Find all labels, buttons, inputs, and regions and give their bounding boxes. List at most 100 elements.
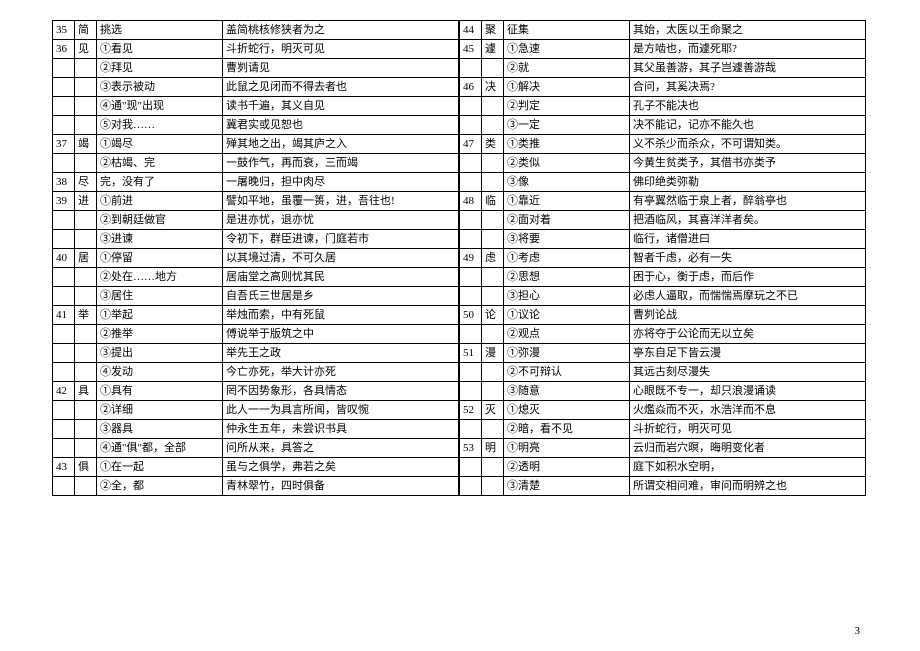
cell-definition: ②思想 — [504, 268, 630, 287]
cell-example: 是方啮也，而遽死耶? — [630, 40, 866, 59]
cell-definition: ③器具 — [97, 420, 223, 439]
cell-number: 52 — [460, 401, 482, 420]
table-row: ③居住自吾氏三世居是乡 — [53, 287, 459, 306]
cell-character — [75, 420, 97, 439]
cell-character — [75, 116, 97, 135]
cell-example: 其父虽善游，其子岂遽善游哉 — [630, 59, 866, 78]
cell-character — [75, 97, 97, 116]
cell-number — [460, 458, 482, 477]
cell-example: 孔子不能决也 — [630, 97, 866, 116]
cell-number: 46 — [460, 78, 482, 97]
cell-number — [460, 363, 482, 382]
cell-character — [75, 477, 97, 496]
table-row: 48临①靠近有亭翼然临于泉上者，醉翁亭也 — [460, 192, 866, 211]
cell-example: 令初下，群臣进谏，门庭若市 — [223, 230, 459, 249]
cell-number — [460, 97, 482, 116]
cell-number: 45 — [460, 40, 482, 59]
right-table: 44聚征集其始，太医以王命聚之45遽①急速是方啮也，而遽死耶?②就其父虽善游，其… — [459, 20, 866, 496]
table-row: 51漫①弥漫亭东自足下皆云漫 — [460, 344, 866, 363]
cell-definition: ③提出 — [97, 344, 223, 363]
cell-number: 37 — [53, 135, 75, 154]
cell-definition: ②枯竭、完 — [97, 154, 223, 173]
cell-definition: ①解决 — [504, 78, 630, 97]
cell-example: 必虑人逼取，而惴惴焉摩玩之不已 — [630, 287, 866, 306]
cell-example: 曹刿请见 — [223, 59, 459, 78]
cell-example: 仲永生五年，未尝识书具 — [223, 420, 459, 439]
table-row: ②面对着把酒临风，其喜洋洋者矣。 — [460, 211, 866, 230]
cell-character — [482, 477, 504, 496]
cell-example: 所谓交相问难，审问而明辨之也 — [630, 477, 866, 496]
cell-number — [53, 116, 75, 135]
table-row: ③器具仲永生五年，未尝识书具 — [53, 420, 459, 439]
cell-example: 曹刿论战 — [630, 306, 866, 325]
cell-character: 明 — [482, 439, 504, 458]
cell-definition: ③清楚 — [504, 477, 630, 496]
cell-number — [460, 287, 482, 306]
table-row: 35简挑选盖简桃核修狭者为之 — [53, 21, 459, 40]
cell-character — [75, 230, 97, 249]
table-row: ②判定孔子不能决也 — [460, 97, 866, 116]
cell-example: 义不杀少而杀众，不可谓知类。 — [630, 135, 866, 154]
cell-definition: ①熄灭 — [504, 401, 630, 420]
cell-character — [75, 78, 97, 97]
cell-definition: ②透明 — [504, 458, 630, 477]
table-row: 45遽①急速是方啮也，而遽死耶? — [460, 40, 866, 59]
cell-number — [460, 230, 482, 249]
cell-definition: ②面对着 — [504, 211, 630, 230]
cell-example: 决不能记，记亦不能久也 — [630, 116, 866, 135]
cell-definition: ④发动 — [97, 363, 223, 382]
table-row: ②全，都青林翠竹，四时俱备 — [53, 477, 459, 496]
cell-definition: ②不可辩认 — [504, 363, 630, 382]
cell-definition: ②判定 — [504, 97, 630, 116]
cell-character — [482, 287, 504, 306]
cell-definition: ②到朝廷做官 — [97, 211, 223, 230]
cell-character — [75, 211, 97, 230]
cell-definition: ①停留 — [97, 249, 223, 268]
cell-example: 举烛而索，中有死鼠 — [223, 306, 459, 325]
cell-character — [482, 382, 504, 401]
table-row: 40居①停留以其境过清，不可久居 — [53, 249, 459, 268]
cell-definition: 完，没有了 — [97, 173, 223, 192]
table-row: ②观点亦将夺于公论而无以立矣 — [460, 325, 866, 344]
cell-number — [53, 268, 75, 287]
cell-number — [460, 59, 482, 78]
cell-number: 41 — [53, 306, 75, 325]
cell-example: 自吾氏三世居是乡 — [223, 287, 459, 306]
cell-character — [75, 439, 97, 458]
cell-example: 虽与之俱学，弗若之矣 — [223, 458, 459, 477]
cell-character: 决 — [482, 78, 504, 97]
cell-character — [482, 458, 504, 477]
table-row: 46决①解决合问，其奚决焉? — [460, 78, 866, 97]
cell-number: 48 — [460, 192, 482, 211]
cell-example: 亦将夺于公论而无以立矣 — [630, 325, 866, 344]
cell-example: 困于心，衡于虑，而后作 — [630, 268, 866, 287]
cell-character — [75, 59, 97, 78]
cell-character — [482, 59, 504, 78]
cell-example: 罔不因势象形，各具情态 — [223, 382, 459, 401]
table-row: ②类似今黄生贫类予，其借书亦类予 — [460, 154, 866, 173]
cell-character: 居 — [75, 249, 97, 268]
cell-example: 以其境过清，不可久居 — [223, 249, 459, 268]
cell-number — [53, 325, 75, 344]
table-row: ④发动今亡亦死，举大计亦死 — [53, 363, 459, 382]
cell-definition: ②详细 — [97, 401, 223, 420]
cell-definition: ②拜见 — [97, 59, 223, 78]
cell-character: 类 — [482, 135, 504, 154]
cell-example: 云归而岩穴暝，晦明变化者 — [630, 439, 866, 458]
cell-definition: 征集 — [504, 21, 630, 40]
cell-number — [53, 477, 75, 496]
cell-definition: ①举起 — [97, 306, 223, 325]
cell-number — [460, 382, 482, 401]
cell-definition: ②观点 — [504, 325, 630, 344]
cell-definition: ③像 — [504, 173, 630, 192]
cell-number — [53, 154, 75, 173]
table-row: 37竭①竭尽殚其地之出，竭其庐之入 — [53, 135, 459, 154]
cell-character: 举 — [75, 306, 97, 325]
cell-number — [460, 211, 482, 230]
cell-example: 此鼠之见闭而不得去者也 — [223, 78, 459, 97]
cell-character — [75, 287, 97, 306]
table-row: ③担心必虑人逼取，而惴惴焉摩玩之不已 — [460, 287, 866, 306]
cell-definition: 挑选 — [97, 21, 223, 40]
table-row: 53明①明亮云归而岩穴暝，晦明变化者 — [460, 439, 866, 458]
cell-definition: ②处在……地方 — [97, 268, 223, 287]
